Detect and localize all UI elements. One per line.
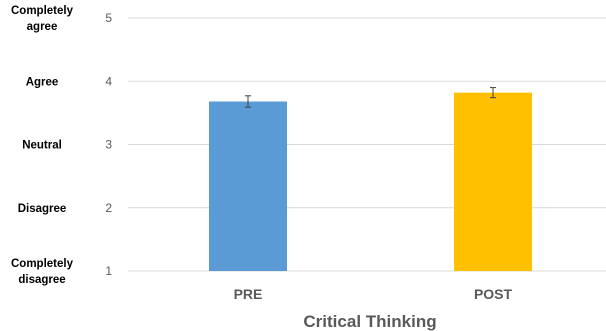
bars: [209, 92, 532, 272]
likert-label: Completely disagree: [11, 258, 74, 286]
bar-post: [454, 92, 532, 271]
y-tick-label: 2: [105, 201, 112, 215]
category-labels: PRE POST: [234, 286, 513, 302]
likert-label-line: disagree: [18, 274, 65, 286]
likert-label-line: Neutral: [22, 140, 62, 152]
error-bars: [245, 87, 496, 108]
likert-label: Disagree: [18, 203, 67, 215]
x-axis-title: Critical Thinking: [303, 312, 436, 331]
gridlines: [128, 17, 606, 272]
likert-label: Agree: [26, 76, 59, 88]
y-tick-label: 1: [105, 264, 112, 278]
likert-labels: Completely agree Agree Neutral Disagree Compl…: [11, 5, 74, 286]
likert-label-line: Agree: [26, 76, 59, 88]
y-tick-label: 4: [105, 74, 112, 88]
likert-label-line: Completely: [11, 5, 74, 17]
likert-label-line: agree: [27, 21, 58, 33]
likert-label: Neutral: [22, 140, 62, 152]
category-label-pre: PRE: [234, 286, 263, 302]
likert-label-line: Disagree: [18, 203, 67, 215]
bar-pre: [209, 101, 287, 272]
likert-label: Completely agree: [11, 5, 74, 33]
likert-label-line: Completely: [11, 258, 74, 270]
category-label-post: POST: [474, 286, 513, 302]
y-tick-label: 5: [105, 11, 112, 25]
y-tick-labels: 1 2 3 4 5: [105, 11, 112, 278]
y-tick-label: 3: [105, 138, 112, 152]
